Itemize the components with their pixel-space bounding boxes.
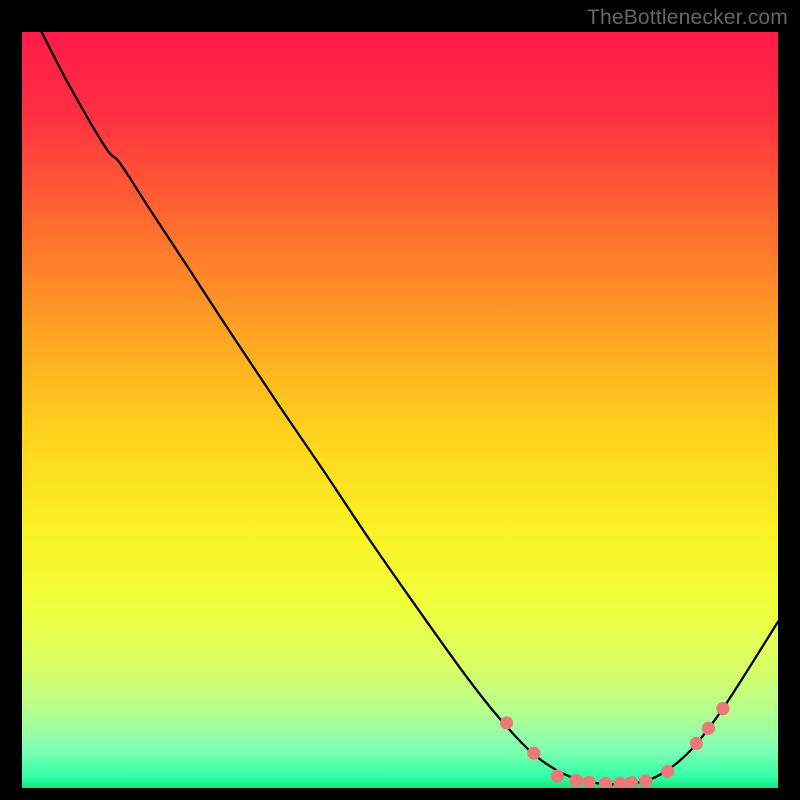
- chart-container: [22, 32, 778, 788]
- data-marker: [661, 765, 674, 778]
- data-marker: [690, 737, 703, 750]
- plot-background: [22, 32, 778, 788]
- data-marker: [570, 774, 583, 787]
- data-marker: [551, 769, 564, 782]
- data-marker: [527, 747, 540, 760]
- watermark-text: TheBottlenecker.com: [587, 6, 788, 30]
- data-marker: [716, 702, 729, 715]
- data-marker: [639, 774, 652, 787]
- chart-svg: [22, 32, 778, 788]
- data-marker: [702, 722, 715, 735]
- data-marker: [500, 716, 513, 729]
